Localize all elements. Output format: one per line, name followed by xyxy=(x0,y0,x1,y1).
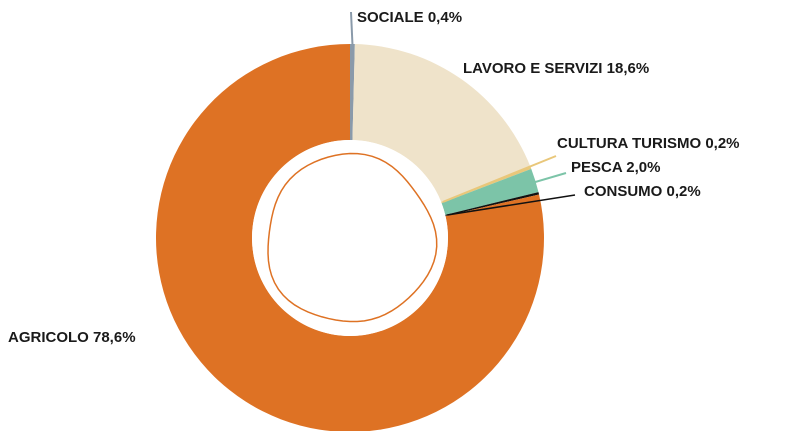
donut-hole xyxy=(252,140,448,336)
label-consumo: CONSUMO 0,2% xyxy=(584,183,701,200)
leader-consumo xyxy=(447,194,576,216)
label-sociale: SOCIALE 0,4% xyxy=(357,9,462,26)
leader-cultura-turismo xyxy=(442,155,557,203)
label-cultura-turismo: CULTURA TURISMO 0,2% xyxy=(557,135,740,152)
center-ring xyxy=(267,152,438,323)
leader-sociale xyxy=(350,11,354,45)
slice-consumo xyxy=(445,192,540,217)
slice-sociale xyxy=(350,44,355,141)
slice-agricolo xyxy=(156,44,544,431)
label-lavoro-e-servizi: LAVORO E SERVIZI 18,6% xyxy=(463,60,649,77)
label-pesca: PESCA 2,0% xyxy=(571,159,660,176)
slice-lavoro-e-servizi xyxy=(352,44,531,202)
leader-pesca xyxy=(445,172,567,210)
leader-lines xyxy=(350,11,576,216)
label-agricolo: AGRICOLO 78,6% xyxy=(8,329,136,346)
